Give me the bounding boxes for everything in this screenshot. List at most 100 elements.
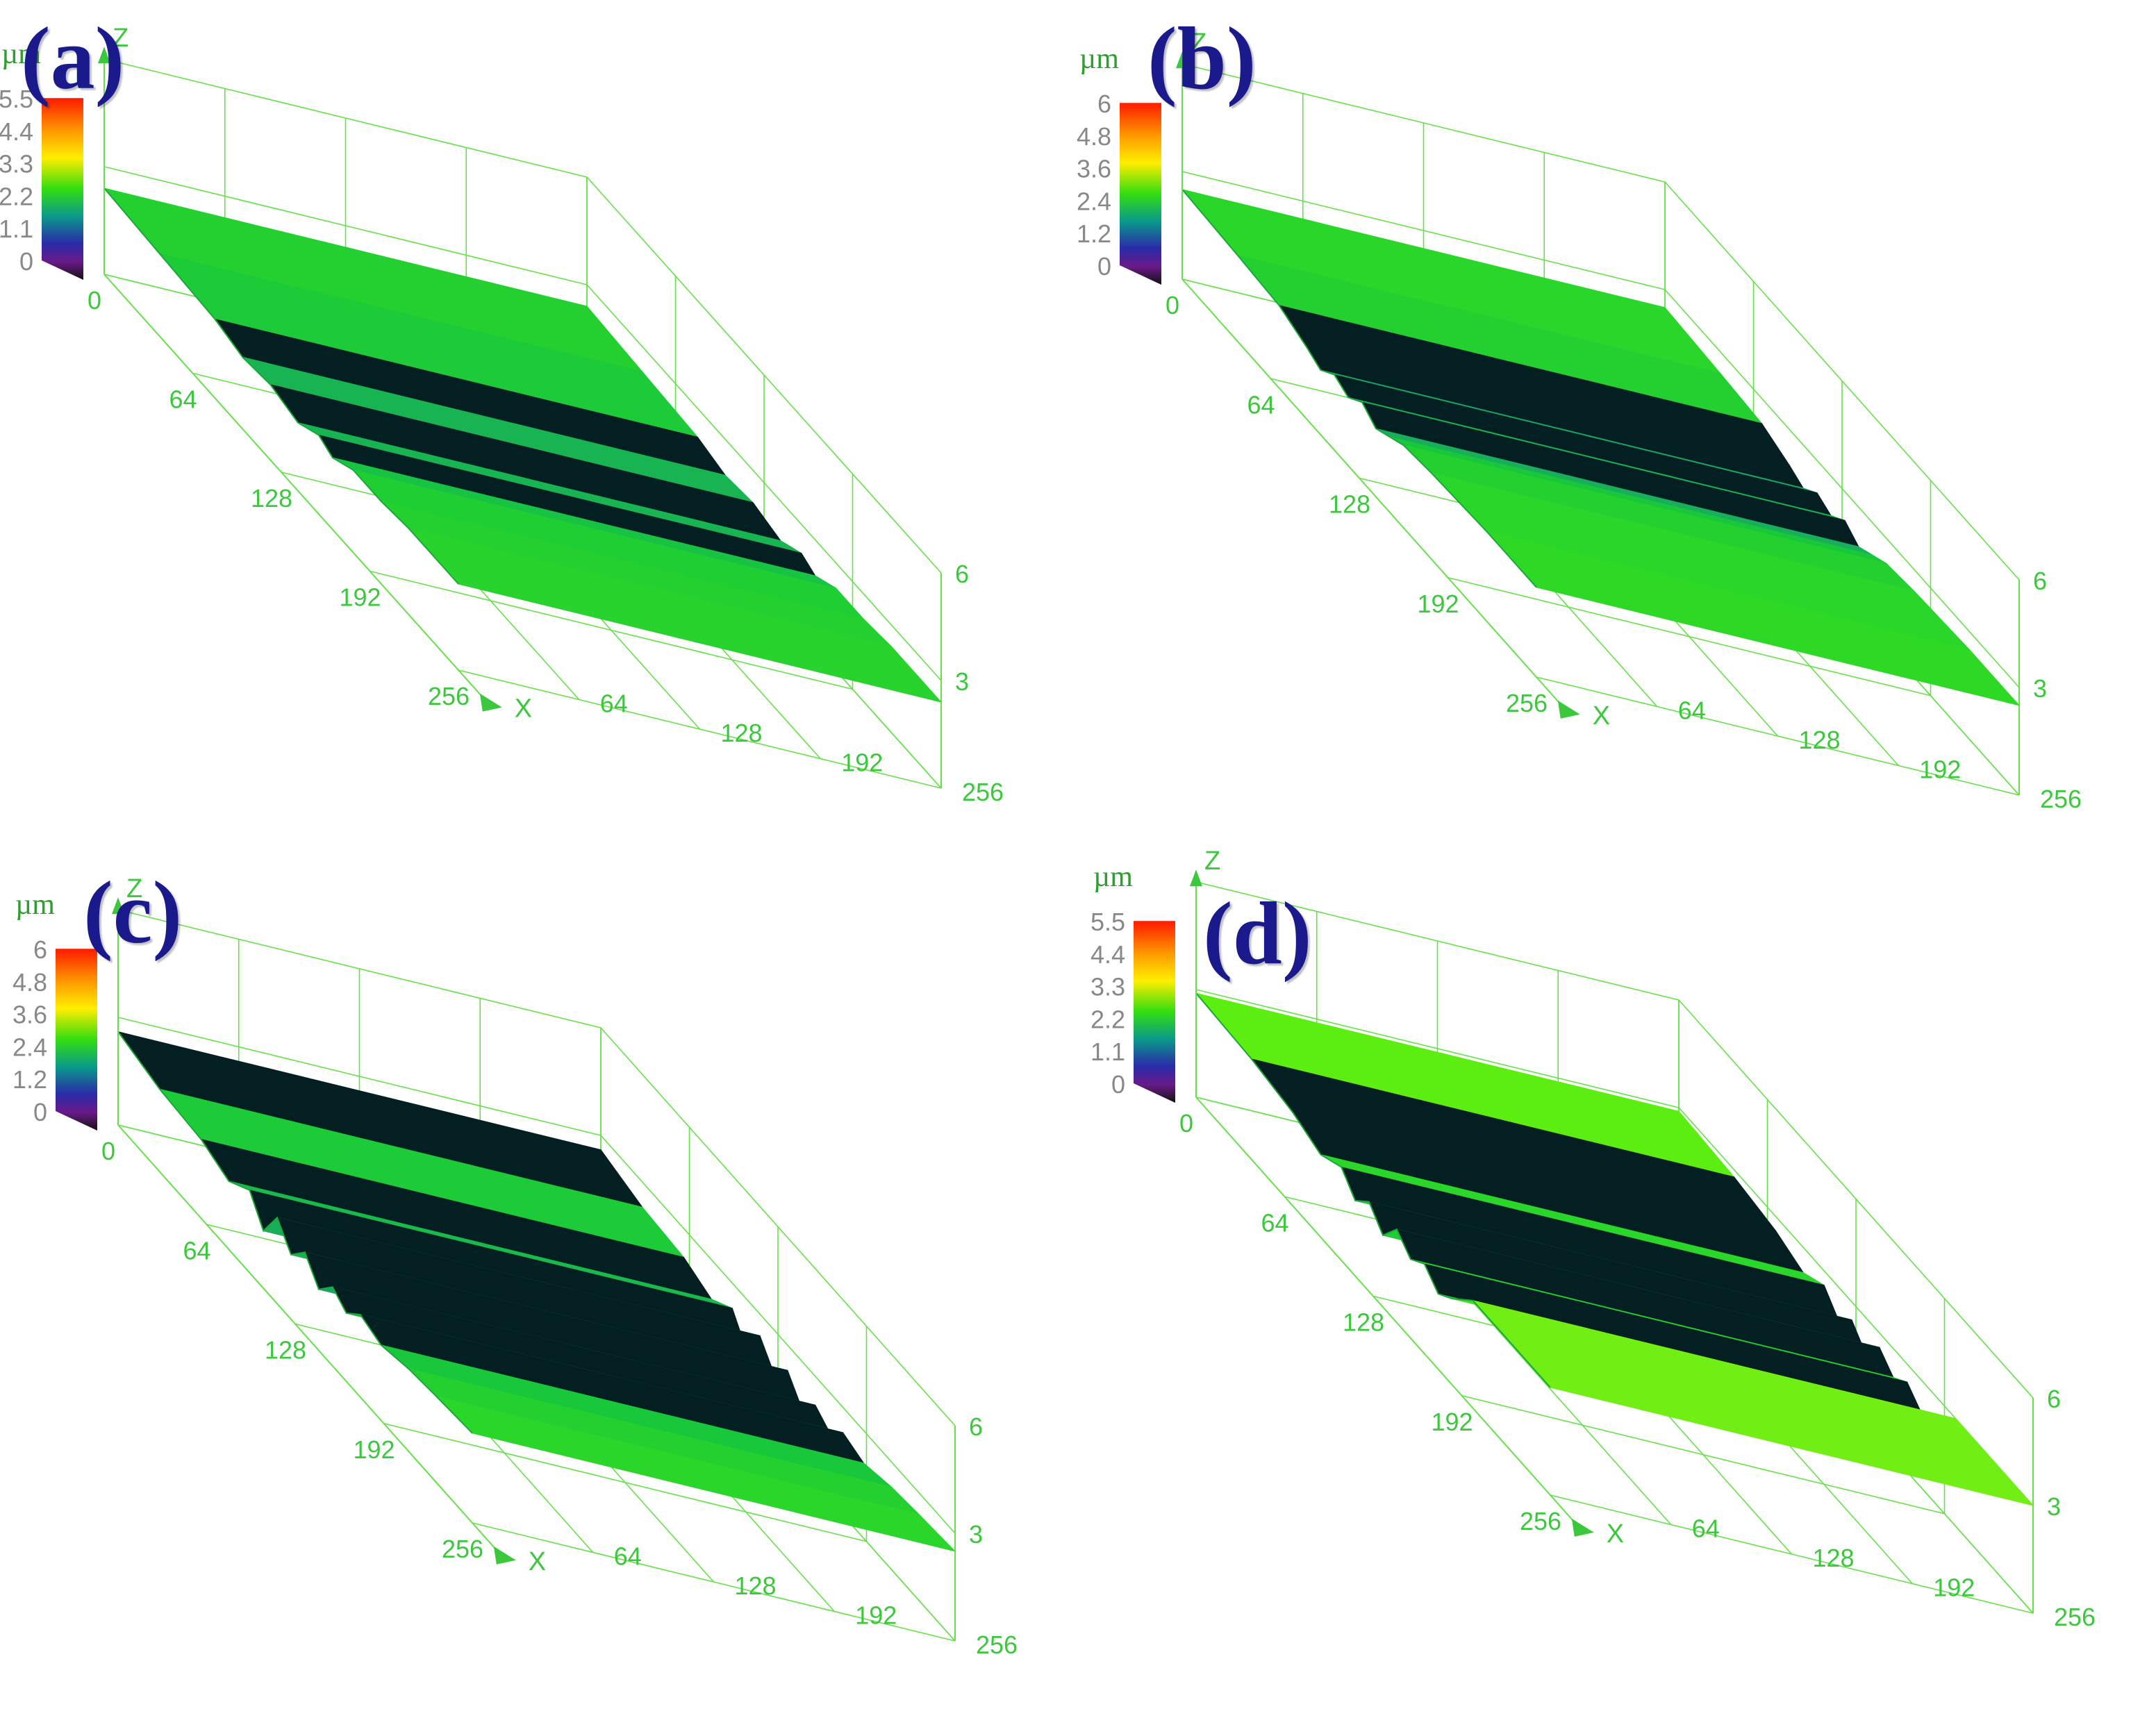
panel-label-b: (b) [1147,9,1257,108]
panel-a: 0 64 128 192 256 64 128 192 256 3 6 X Z 5.5 4.4 3.3 2.2 1… [0,0,1078,854]
colorbar-tick-label: 0 [1111,1070,1125,1099]
colorbar-tick-label: 4.4 [1091,940,1125,969]
x-tick-label: 0 [88,286,101,315]
z-axis-title: Z [1191,28,1206,58]
colorbar-tick-label: 2.4 [13,1033,47,1061]
x-tick-label: 128 [1329,490,1370,519]
colorbar [1134,921,1175,1103]
colorbar-tick-label: 5.5 [1091,908,1125,936]
panel-label-c: (c) [83,863,183,962]
x-axis-title: X [1607,1519,1624,1549]
back-wall-gridline [586,176,942,574]
x-tick-label: 192 [1417,590,1459,618]
side-wall-gridline [103,166,588,285]
z-axis-arrow [1190,869,1202,887]
side-wall-gridline [1195,881,1680,1001]
colorbar-tick-label: 1.2 [1077,219,1111,248]
colorbar-unit: µm [15,889,55,921]
back-wall-gridline [1664,289,2020,688]
colorbar-tick-label: 6 [33,935,47,964]
x-tick-label: 192 [1431,1408,1473,1436]
side-wall-gridline [117,1017,602,1136]
back-wall-gridline [1664,181,2020,581]
colorbar [42,98,83,280]
z-axis-arrow [98,47,110,64]
y-tick-label: 64 [1692,1515,1720,1543]
y-tick-label: 128 [721,719,763,747]
x-tick-label: 64 [183,1236,210,1265]
colorbar-tick-label: 4.8 [1077,122,1111,151]
colorbar-tick-label: 0 [19,247,33,276]
z-axis-arrow [112,897,124,915]
surface-plot-b: 0 64 128 192 256 64 128 192 256 3 6 X Z 6 4.8 3.6 2.4 1.2… [1077,28,2082,813]
colorbar-tick-label: 1.1 [0,215,33,243]
colorbar-tick-label: 3.3 [0,150,33,178]
x-axis-line [1195,1097,1579,1528]
x-axis-line [1181,278,1566,710]
colorbar-tick-label: 0 [33,1098,47,1126]
back-wall-gridline [600,1027,956,1426]
x-tick-label: 256 [1520,1507,1561,1535]
z-tick-label: 6 [2047,1385,2061,1413]
x-tick-label: 256 [1506,689,1548,717]
colorbar-tick-label: 2.4 [1077,187,1111,215]
panel-b: 0 64 128 192 256 64 128 192 256 3 6 X Z 6 4.8 3.6 2.4 1.2… [1077,0,2156,854]
colorbar-tick-label: 3.3 [1091,973,1125,1001]
y-tick-label: 256 [2040,785,2082,813]
colorbar-tick-label: 2.2 [1091,1005,1125,1033]
x-tick-label: 128 [251,484,292,512]
y-tick-label: 128 [1813,1544,1855,1572]
surface-front-edge [103,187,459,585]
x-axis-title: X [515,694,532,724]
panel-d: 0 64 128 192 256 64 128 192 256 3 6 X Z 5.5 4.4 3.3 2.2 1… [1078,847,2156,1708]
surface-front-edge [1181,189,1537,588]
colorbar-tick-label: 0 [1097,252,1111,281]
y-tick-label: 192 [855,1601,897,1630]
panel-label-d: (d) [1203,884,1312,983]
x-tick-label: 192 [353,1435,395,1464]
y-tick-label: 256 [976,1631,1018,1659]
z-tick-label: 3 [2033,674,2047,703]
x-axis-line [117,1124,501,1556]
y-tick-label: 192 [1919,756,1961,784]
surface-plot-c: 0 64 128 192 256 64 128 192 256 3 6 X Z 6 4.8 3.6 2.4 1.2… [13,874,1018,1659]
side-wall-gridline [1181,171,1666,290]
x-tick-label: 0 [1166,291,1179,319]
x-axis-arrow [493,1546,516,1565]
y-tick-label: 256 [962,778,1004,806]
x-tick-label: 64 [169,385,197,414]
colorbar-tick-label: 4.4 [0,117,33,146]
colorbar-unit: µm [1079,43,1119,75]
x-axis-title: X [1593,701,1610,731]
x-axis-arrow [479,693,502,712]
z-tick-label: 3 [969,1520,983,1549]
colorbar-tick-label: 4.8 [13,968,47,997]
colorbar-tick-label: 5.5 [0,85,33,113]
x-axis-arrow [1571,1518,1594,1537]
z-tick-label: 3 [955,667,969,696]
colorbar-tick-label: 3.6 [13,1001,47,1029]
y-tick-label: 192 [1933,1574,1975,1602]
x-tick-label: 192 [339,583,381,612]
colorbar [56,949,97,1131]
side-wall-gridline [117,909,602,1028]
y-tick-label: 64 [1678,697,1706,725]
back-wall-gridline [586,284,942,681]
colorbar-unit: µm [1093,861,1133,893]
z-tick-label: 3 [2047,1492,2061,1521]
surface-plot-a: 0 64 128 192 256 64 128 192 256 3 6 X Z 5.5 4.4 3.3 2.2 1… [0,24,1004,806]
z-axis-title: Z [126,874,142,903]
z-tick-label: 6 [955,560,969,588]
colorbar-tick-label: 2.2 [0,182,33,210]
colorbar-unit: µm [1,38,41,70]
x-axis-title: X [529,1547,546,1576]
x-tick-label: 0 [101,1137,115,1165]
surface-front-edge [1195,992,1551,1388]
x-tick-label: 256 [442,1535,483,1563]
x-tick-label: 64 [1261,1208,1288,1237]
back-wall-gridline [600,1135,956,1534]
y-tick-label: 128 [1799,726,1841,754]
z-axis-arrow [1176,51,1188,69]
z-axis-title: Z [1204,847,1220,876]
colorbar-tick-label: 6 [1097,90,1111,118]
